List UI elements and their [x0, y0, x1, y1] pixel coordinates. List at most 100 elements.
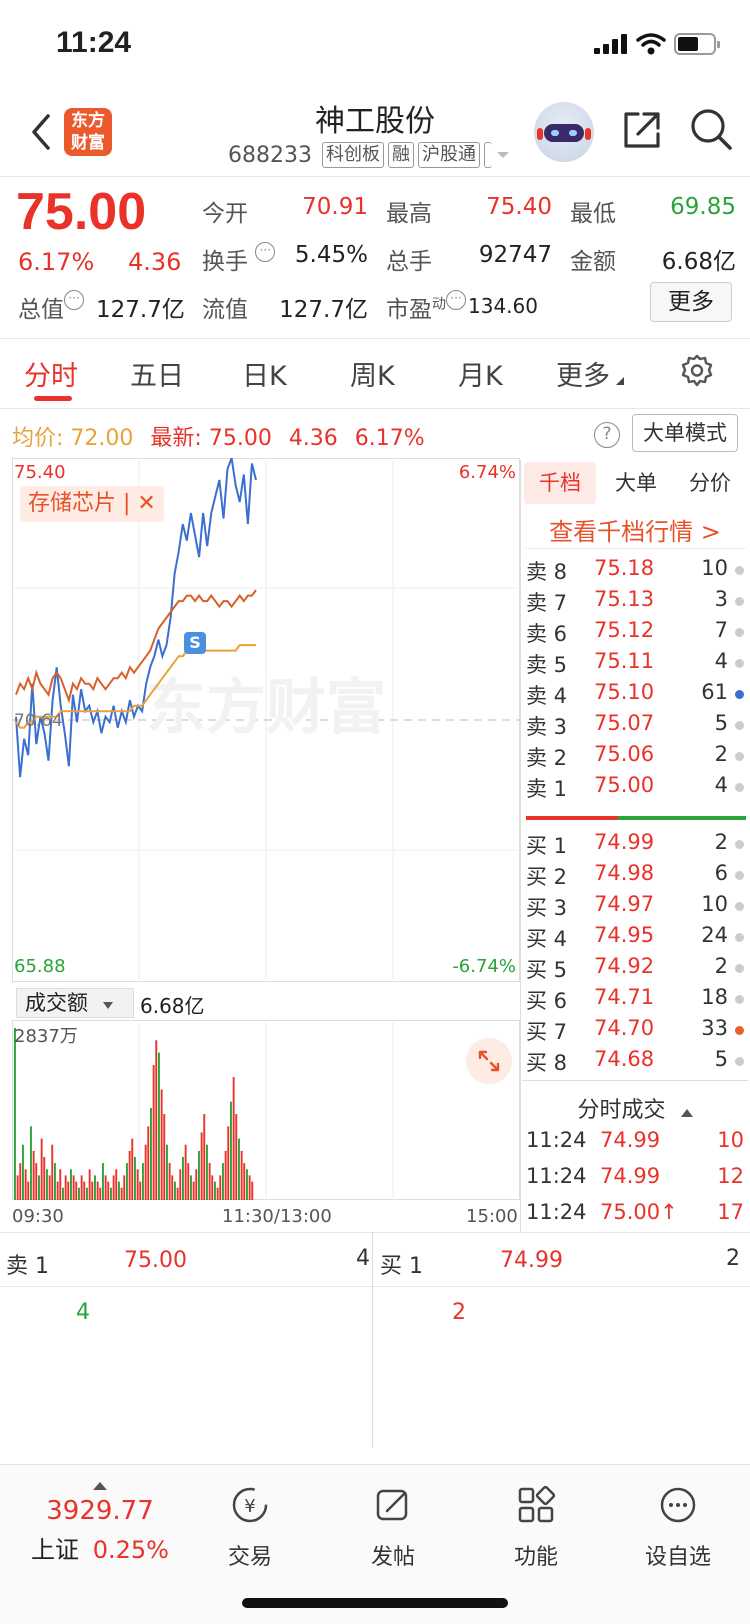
volume-bar — [248, 1175, 251, 1200]
tick-price: 74.99 — [600, 1128, 661, 1152]
tab-intraday[interactable]: 分时 — [24, 361, 78, 392]
volume-bar — [214, 1181, 216, 1200]
volume-total: 6.68亿 — [140, 994, 205, 1018]
signal-marker-icon[interactable]: S — [184, 632, 206, 654]
index-widget[interactable]: 3929.77 上证 0.25% — [20, 1475, 180, 1565]
tab-more[interactable]: 更多 — [556, 354, 624, 393]
level-label: 买 7 — [526, 1020, 568, 1044]
mktcap-info-icon[interactable]: ··· — [64, 290, 84, 310]
ask-level-1[interactable]: 卖 8 75.18 10 — [526, 556, 746, 588]
ask-level-7[interactable]: 卖 2 75.06 2 — [526, 742, 746, 774]
volume-bar — [78, 1187, 80, 1200]
volume-bar — [179, 1169, 182, 1200]
big-order-mode-button[interactable]: 大单模式 — [632, 414, 738, 452]
bid-level-6[interactable]: 买 6 74.71 18 — [526, 985, 746, 1017]
nav-add-watchlist[interactable]: 设自选 — [628, 1485, 728, 1571]
volume-bar — [99, 1187, 102, 1200]
level-qty: 5 — [714, 711, 728, 735]
volume-bar — [227, 1126, 230, 1200]
level-price: 74.98 — [594, 861, 655, 885]
level-dot — [735, 902, 744, 911]
tab-big-orders[interactable]: 大单 — [615, 471, 657, 495]
status-time: 11:24 — [56, 26, 132, 59]
level-qty: 3 — [714, 587, 728, 611]
lower-buy1-label: 买 1 — [380, 1254, 423, 1279]
volume-bar — [131, 1138, 134, 1200]
tab-daily-k[interactable]: 日K — [242, 361, 287, 392]
volume-bar — [174, 1181, 176, 1200]
level-price: 74.99 — [594, 830, 655, 854]
level-label: 买 2 — [526, 865, 568, 889]
volume-bar — [27, 1181, 30, 1200]
level-label: 卖 4 — [526, 684, 568, 708]
tab-price-distribution[interactable]: 分价 — [689, 471, 731, 495]
back-icon[interactable] — [26, 112, 56, 152]
volume-bar — [232, 1077, 235, 1200]
ask-level-4[interactable]: 卖 5 75.11 4 — [526, 649, 746, 681]
bid-level-4[interactable]: 买 4 74.95 24 — [526, 923, 746, 955]
nav-post[interactable]: 发帖 — [343, 1485, 443, 1571]
bid-level-5[interactable]: 买 5 74.92 2 — [526, 954, 746, 986]
volume-max-label: 2837万 — [14, 1026, 78, 1047]
amount-label: 金额 — [570, 249, 616, 275]
pe-info-icon[interactable]: ··· — [446, 290, 466, 310]
stock-header: 东方 财富 神工股份 688233 科创板 融 沪股通 — [0, 90, 750, 176]
level-dot — [735, 566, 744, 575]
tab-five-day[interactable]: 五日 — [130, 361, 184, 392]
ask-level-5[interactable]: 卖 4 75.10 61 — [526, 680, 746, 712]
ask-level-3[interactable]: 卖 6 75.12 7 — [526, 618, 746, 650]
search-icon[interactable] — [688, 106, 734, 152]
close-tag-icon[interactable]: ✕ — [137, 491, 156, 516]
level-qty: 2 — [714, 830, 728, 854]
level-label: 卖 2 — [526, 746, 568, 770]
volume-bar — [240, 1150, 243, 1200]
volume-bar — [134, 1157, 136, 1200]
share-icon[interactable] — [620, 108, 664, 152]
volume-chart[interactable]: 2837万 — [12, 1020, 520, 1200]
view-thousand-level-link[interactable]: 查看千档行情 > — [549, 518, 721, 546]
robot-assistant-icon[interactable] — [534, 102, 594, 162]
volume-bar — [16, 1175, 19, 1200]
level-label: 买 5 — [526, 958, 568, 982]
ask-level-6[interactable]: 卖 3 75.07 5 — [526, 711, 746, 743]
lower-sell1-qty: 4 — [356, 1246, 370, 1271]
level-price: 75.13 — [594, 587, 655, 611]
latest-pct: 6.17% — [354, 426, 425, 451]
chevron-down-icon — [102, 1002, 113, 1009]
level-label: 卖 5 — [526, 653, 568, 677]
ask-level-8[interactable]: 卖 1 75.00 4 — [526, 773, 746, 805]
help-icon[interactable]: ? — [594, 422, 620, 448]
bid-level-7[interactable]: 买 7 74.70 33 — [526, 1016, 746, 1048]
nav-functions[interactable]: 功能 — [486, 1485, 586, 1571]
bid-level-2[interactable]: 买 2 74.98 6 — [526, 861, 746, 893]
level-dot — [735, 840, 744, 849]
volume-bar — [72, 1175, 75, 1200]
ask-level-2[interactable]: 卖 7 75.13 3 — [526, 587, 746, 619]
series-line-1 — [15, 644, 256, 729]
volume-selector[interactable]: 成交额 — [16, 988, 134, 1018]
tab-monthly-k[interactable]: 月K — [458, 361, 503, 392]
float-value: 127.7亿 — [279, 297, 368, 323]
pe-label: 市盈动 ··· — [386, 290, 466, 324]
sector-tag[interactable]: 存储芯片 | ✕ — [20, 486, 164, 522]
ticks-header[interactable]: 分时成交 — [524, 1092, 746, 1124]
nav-trade[interactable]: ¥ 交易 — [200, 1485, 300, 1571]
more-quote-button[interactable]: 更多 — [650, 282, 732, 322]
bid-level-3[interactable]: 买 3 74.97 10 — [526, 892, 746, 924]
volume-bar — [195, 1169, 198, 1200]
turnover-info-icon[interactable]: ··· — [255, 242, 276, 262]
settings-icon[interactable] — [680, 354, 714, 388]
tick-time: 11:24 — [526, 1128, 587, 1152]
volume-bar — [96, 1181, 99, 1200]
bid-level-1[interactable]: 买 1 74.99 2 — [526, 830, 746, 862]
volume-bar — [104, 1175, 107, 1200]
intraday-price-chart[interactable]: 东方财富 75.40 65.88 6.74% -6.74% 70.64 — [12, 458, 520, 982]
bid-level-8[interactable]: 买 8 74.68 5 — [526, 1047, 746, 1079]
tab-weekly-k[interactable]: 周K — [350, 361, 395, 392]
tag-dropdown-icon[interactable] — [496, 150, 510, 160]
tab-thousand-level[interactable]: 千档 — [524, 462, 596, 504]
prev-close-label: 70.64 — [14, 711, 63, 731]
expand-icon[interactable] — [466, 1038, 512, 1084]
level-price: 75.12 — [594, 618, 655, 642]
volume-value: 92747 — [478, 242, 552, 268]
